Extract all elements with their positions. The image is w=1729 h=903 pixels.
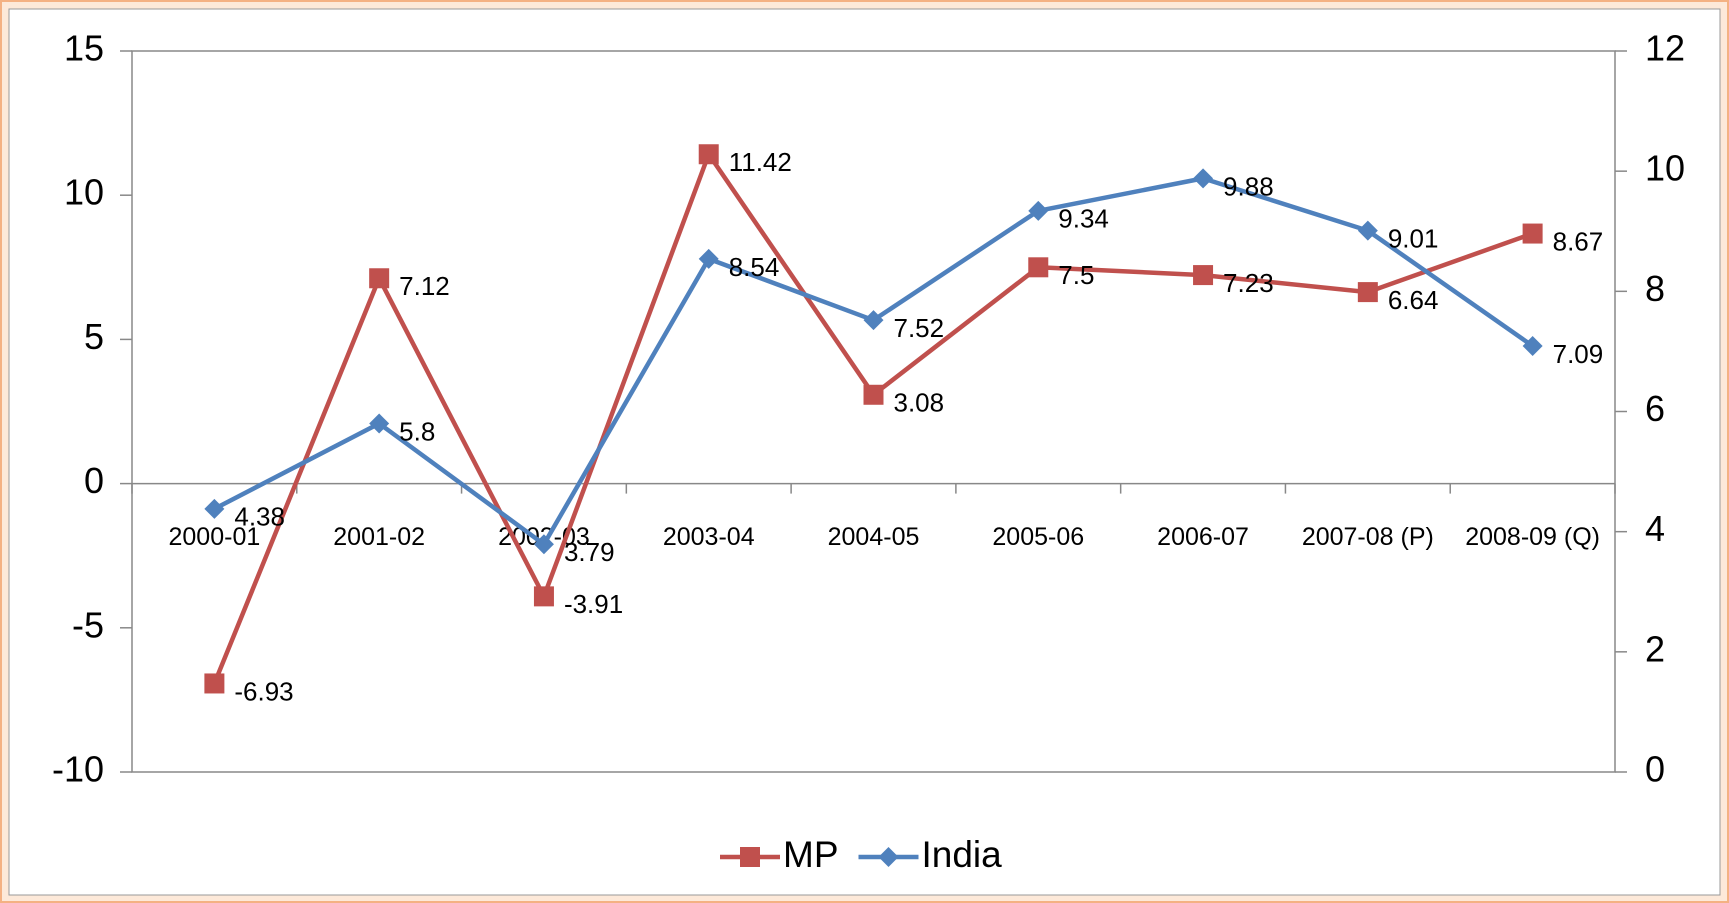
y2-tick-label: 2 xyxy=(1645,628,1665,669)
data-label: 5.8 xyxy=(399,416,435,446)
point xyxy=(1522,336,1543,357)
y2-tick-label: 6 xyxy=(1645,388,1665,429)
point xyxy=(1028,200,1049,221)
data-label: 4.38 xyxy=(234,502,285,532)
x-tick-label: 2006-07 xyxy=(1157,523,1249,551)
data-label: 6.64 xyxy=(1388,285,1439,315)
point xyxy=(533,534,554,555)
data-label: -3.91 xyxy=(564,589,623,619)
data-label: 11.42 xyxy=(729,147,792,177)
point xyxy=(698,248,719,269)
x-tick-label: 2005-06 xyxy=(992,523,1084,551)
y-tick-label: -10 xyxy=(52,749,104,790)
point xyxy=(204,498,225,519)
point xyxy=(1357,220,1378,241)
point xyxy=(863,310,884,331)
data-label: 3.79 xyxy=(564,537,615,567)
y-tick-label: 5 xyxy=(84,316,104,357)
x-tick-label: 2003-04 xyxy=(663,523,755,551)
y2-tick-label: 8 xyxy=(1645,268,1665,309)
data-label: 9.01 xyxy=(1388,224,1439,254)
x-tick-label: 2004-05 xyxy=(828,523,920,551)
data-label: 7.12 xyxy=(399,271,450,301)
point xyxy=(533,586,554,607)
legend-marker xyxy=(740,847,760,867)
y-tick-label: 10 xyxy=(64,172,104,213)
point xyxy=(369,413,390,434)
data-label: 9.88 xyxy=(1223,171,1274,201)
point xyxy=(204,673,225,694)
point xyxy=(1028,257,1049,278)
data-label: 7.5 xyxy=(1058,260,1094,290)
data-label: 3.08 xyxy=(894,388,945,418)
data-label: 7.23 xyxy=(1223,268,1274,298)
point xyxy=(1193,265,1214,286)
point xyxy=(1522,223,1543,244)
y2-tick-label: 10 xyxy=(1645,148,1685,189)
x-tick-label: 2008-09 (Q) xyxy=(1465,523,1600,551)
data-label: 7.09 xyxy=(1553,339,1604,369)
legend-label: India xyxy=(922,834,1003,875)
point xyxy=(369,268,390,289)
x-tick-label: 2000-01 xyxy=(169,523,261,551)
data-label: 9.34 xyxy=(1058,204,1109,234)
y-tick-label: 15 xyxy=(64,28,104,69)
legend-label: MP xyxy=(783,834,839,875)
data-label: 8.67 xyxy=(1553,226,1604,256)
data-label: 8.54 xyxy=(729,252,780,282)
point xyxy=(698,144,719,165)
chart-area xyxy=(8,8,1721,896)
y2-tick-label: 12 xyxy=(1645,28,1685,69)
x-tick-label: 2007-08 (P) xyxy=(1302,523,1434,551)
x-tick-label: 2001-02 xyxy=(333,523,425,551)
point xyxy=(863,384,884,405)
y-tick-label: 0 xyxy=(84,460,104,501)
data-label: 7.52 xyxy=(894,313,945,343)
y2-tick-label: 0 xyxy=(1645,749,1665,790)
legend-marker xyxy=(878,847,899,867)
y-tick-label: -5 xyxy=(72,604,104,645)
point xyxy=(1357,282,1378,303)
point xyxy=(1193,168,1214,189)
data-label: -6.93 xyxy=(234,676,293,706)
y2-tick-label: 4 xyxy=(1645,508,1665,549)
